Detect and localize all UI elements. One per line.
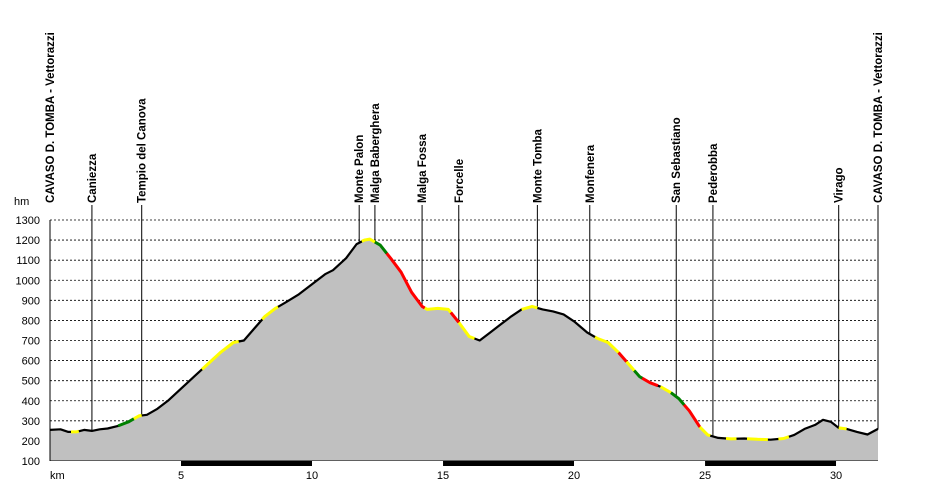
y-tick-label-1000: 1000	[16, 275, 40, 287]
elevation-area-fill	[50, 239, 878, 461]
scale-bar-block-30	[836, 461, 878, 466]
x-tick-label-10: 10	[306, 470, 318, 482]
segment-yellow-24	[838, 426, 847, 431]
segment-yellow-5	[361, 237, 376, 244]
waypoint-label-0: CAVASO D. TOMBA - Vettorazzi	[45, 32, 57, 203]
waypoint-label-4: Malga Baberghera	[370, 103, 382, 203]
segment-red-9	[449, 311, 460, 324]
segment-green-6	[374, 240, 388, 255]
waypoint-label-7: Monte Tomba	[532, 129, 544, 203]
y-tick-label-1200: 1200	[16, 235, 40, 247]
segment-yellow-4	[261, 305, 279, 321]
segment-red-7	[385, 252, 426, 310]
segment-yellow-17	[659, 385, 672, 395]
y-tick-label-500: 500	[22, 376, 40, 388]
segment-yellow-23	[778, 435, 790, 441]
segment-yellow-20	[698, 425, 711, 438]
km-scale-bar	[50, 461, 878, 466]
waypoint-label-10: Pederobba	[708, 143, 720, 203]
segment-yellow-0	[71, 429, 80, 434]
segment-red-13	[617, 351, 628, 363]
waypoint-label-3: Monte Palon	[354, 135, 366, 203]
x-tick-label-25: 25	[699, 470, 711, 482]
y-tick-label-400: 400	[22, 396, 40, 408]
x-tick-label-30: 30	[830, 470, 842, 482]
segment-green-1	[117, 417, 135, 428]
segment-green-15	[633, 369, 643, 380]
waypoint-label-11: Virago	[834, 167, 846, 203]
waypoint-lines	[91, 205, 879, 437]
scale-bar-block-15	[443, 461, 575, 466]
y-tick-label-600: 600	[22, 356, 40, 368]
x-tick-label-20: 20	[568, 470, 580, 482]
x-axis-tick-labels: 5 10 15 20 25 30	[178, 470, 842, 482]
segment-yellow-12	[594, 335, 620, 354]
waypoint-label-1: Caniezza	[87, 153, 99, 203]
x-tick-label-5: 5	[178, 470, 184, 482]
waypoint-label-9: San Sebastiano	[671, 117, 683, 203]
y-tick-label-800: 800	[22, 315, 40, 327]
waypoint-label-5: Malga Fossa	[417, 133, 429, 203]
segment-yellow-3	[200, 340, 239, 371]
x-tick-label-15: 15	[437, 470, 449, 482]
segment-yellow-22	[746, 437, 768, 442]
y-axis-tick-labels: 100 200 300 400 500 600 700 800 900 1000 1100 1200 1…	[16, 215, 40, 468]
waypoint-label-8: Monfenera	[585, 144, 597, 203]
y-tick-label-1300: 1300	[16, 215, 40, 227]
scale-bar-block-0	[50, 461, 182, 466]
y-tick-label-900: 900	[22, 295, 40, 307]
waypoint-label-12: CAVASO D. TOMBA - Vettorazzi	[873, 32, 885, 203]
waypoint-labels: CAVASO D. TOMBA - Vettorazzi Caniezza Temp…	[45, 32, 885, 203]
segment-green-18	[670, 391, 686, 406]
gradient-segments	[71, 237, 847, 442]
y-tick-label-700: 700	[22, 336, 40, 348]
segment-red-19	[682, 403, 702, 428]
scale-bar-block-25	[705, 461, 837, 466]
y-axis-label: hm	[14, 196, 29, 208]
y-tick-label-1100: 1100	[16, 255, 40, 267]
waypoint-label-6: Forcelle	[454, 159, 466, 203]
y-tick-label-100: 100	[22, 456, 40, 468]
x-axis-label: km	[50, 470, 65, 482]
segment-yellow-14	[625, 360, 636, 372]
segment-red-16	[641, 376, 659, 388]
y-tick-label-300: 300	[22, 416, 40, 428]
scale-bar-block-20	[574, 461, 706, 466]
waypoint-label-2: Tempio del Canova	[137, 98, 149, 203]
segment-yellow-11	[521, 304, 538, 311]
scale-bar-block-5	[181, 461, 313, 466]
y-tick-label-200: 200	[22, 436, 40, 448]
segment-yellow-10	[457, 321, 476, 340]
scale-bar-block-10	[312, 461, 444, 466]
segment-yellow-8	[423, 306, 453, 314]
segment-yellow-2	[133, 414, 142, 421]
